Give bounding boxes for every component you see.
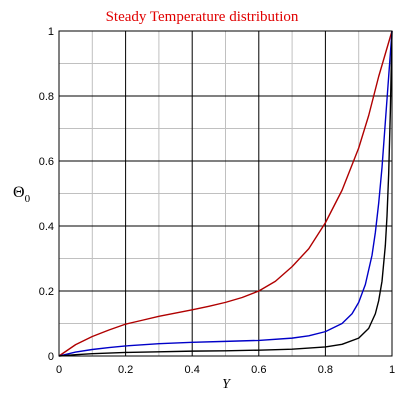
plot-border [58, 30, 393, 357]
x-axis-label: Y [222, 377, 232, 392]
tick-labels: 0 0.2 0.4 0.6 0.8 1 0 0.2 0.4 0.6 0.8 1 [39, 26, 395, 376]
y-tick-label: 0 [48, 351, 54, 363]
x-tick-label: 0.4 [185, 364, 200, 376]
x-tick-label: 0.6 [251, 364, 266, 376]
y-tick-label: 0.8 [39, 91, 54, 103]
grid [59, 31, 392, 356]
series-line-3 [58, 30, 393, 357]
y-axis-label-subscript: 0 [25, 193, 31, 205]
x-tick-label: 0.2 [118, 364, 133, 376]
x-tick-label: 0.8 [318, 364, 333, 376]
y-tick-label: 0.6 [39, 156, 54, 168]
y-tick-label: 0.4 [39, 221, 54, 233]
y-axis-label-symbol: Θ [13, 184, 25, 201]
chart-title: Steady Temperature distribution [106, 9, 299, 25]
y-tick-label: 1 [48, 26, 54, 38]
x-tick-label: 0 [56, 364, 62, 376]
series-line-1 [58, 30, 393, 357]
y-axis-label: Θ0 [13, 184, 31, 205]
y-tick-label: 0.2 [39, 286, 54, 298]
x-tick-label: 1 [389, 364, 395, 376]
series-group [58, 30, 393, 357]
series-line-2 [58, 30, 393, 357]
